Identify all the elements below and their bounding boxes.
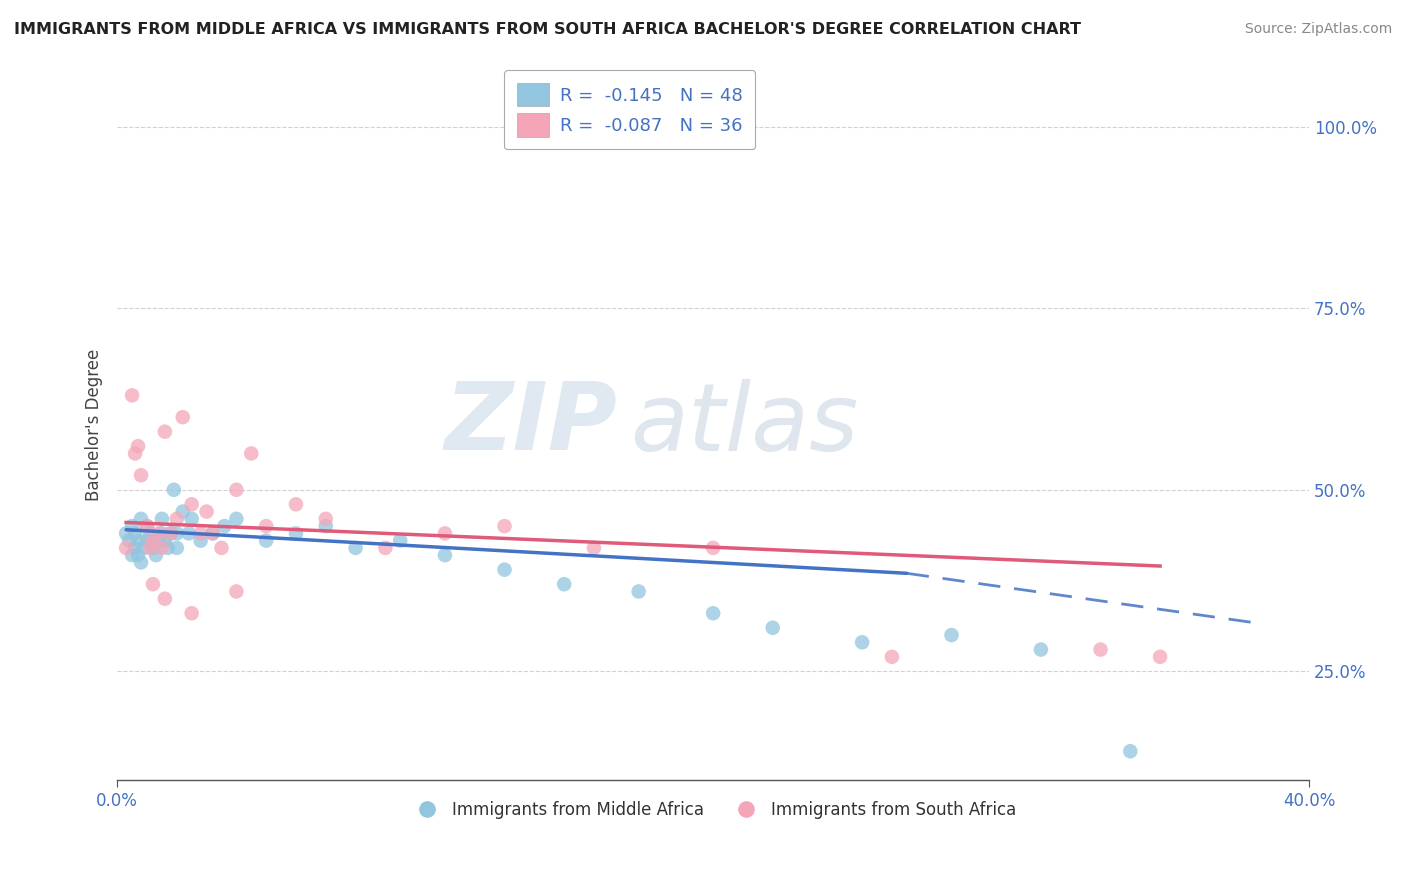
Point — [118, 533, 141, 548]
Point — [201, 526, 224, 541]
Point — [127, 439, 149, 453]
Point — [180, 497, 202, 511]
Point — [139, 541, 162, 555]
Point — [124, 541, 146, 555]
Point — [225, 584, 247, 599]
Point — [702, 541, 724, 555]
Point — [142, 533, 165, 548]
Point — [121, 519, 143, 533]
Point — [142, 541, 165, 555]
Point — [163, 483, 186, 497]
Point — [582, 541, 605, 555]
Text: ZIP: ZIP — [444, 378, 617, 470]
Point — [148, 533, 170, 548]
Point — [627, 584, 650, 599]
Point — [214, 519, 236, 533]
Point — [159, 526, 181, 541]
Text: IMMIGRANTS FROM MIDDLE AFRICA VS IMMIGRANTS FROM SOUTH AFRICA BACHELOR'S DEGREE : IMMIGRANTS FROM MIDDLE AFRICA VS IMMIGRA… — [14, 22, 1081, 37]
Point — [851, 635, 873, 649]
Point — [254, 533, 277, 548]
Point — [150, 541, 173, 555]
Text: atlas: atlas — [630, 379, 858, 470]
Point — [1119, 744, 1142, 758]
Point — [240, 446, 263, 460]
Point — [124, 526, 146, 541]
Y-axis label: Bachelor's Degree: Bachelor's Degree — [86, 348, 103, 500]
Point — [156, 541, 179, 555]
Point — [433, 548, 456, 562]
Point — [132, 541, 155, 555]
Point — [121, 548, 143, 562]
Point — [1090, 642, 1112, 657]
Point — [285, 526, 308, 541]
Point — [1149, 649, 1171, 664]
Point — [315, 512, 337, 526]
Point — [153, 533, 176, 548]
Point — [127, 533, 149, 548]
Text: Source: ZipAtlas.com: Source: ZipAtlas.com — [1244, 22, 1392, 37]
Point — [702, 606, 724, 620]
Point — [150, 512, 173, 526]
Point — [129, 468, 152, 483]
Point — [121, 388, 143, 402]
Point — [115, 541, 138, 555]
Point — [159, 526, 181, 541]
Point — [180, 606, 202, 620]
Point — [285, 497, 308, 511]
Point — [553, 577, 575, 591]
Point — [941, 628, 963, 642]
Point — [225, 483, 247, 497]
Point — [180, 512, 202, 526]
Point — [153, 425, 176, 439]
Point — [166, 541, 188, 555]
Point — [880, 649, 903, 664]
Point — [145, 548, 167, 562]
Point — [254, 519, 277, 533]
Point — [172, 410, 194, 425]
Point — [139, 526, 162, 541]
Point — [127, 548, 149, 562]
Point — [494, 563, 516, 577]
Point — [762, 621, 785, 635]
Point — [190, 533, 212, 548]
Point — [433, 526, 456, 541]
Point — [190, 526, 212, 541]
Point — [148, 526, 170, 541]
Point — [166, 512, 188, 526]
Point — [142, 533, 165, 548]
Point — [195, 505, 218, 519]
Point — [153, 591, 176, 606]
Point — [136, 533, 159, 548]
Point — [142, 577, 165, 591]
Point — [136, 519, 159, 533]
Point — [201, 526, 224, 541]
Point — [177, 526, 200, 541]
Legend: Immigrants from Middle Africa, Immigrants from South Africa: Immigrants from Middle Africa, Immigrant… — [404, 794, 1022, 825]
Point — [129, 512, 152, 526]
Point — [389, 533, 412, 548]
Point — [115, 526, 138, 541]
Point — [374, 541, 396, 555]
Point — [315, 519, 337, 533]
Point — [225, 512, 247, 526]
Point — [129, 556, 152, 570]
Point — [166, 526, 188, 541]
Point — [124, 446, 146, 460]
Point — [344, 541, 367, 555]
Point — [1029, 642, 1052, 657]
Point — [172, 505, 194, 519]
Point — [150, 526, 173, 541]
Point — [211, 541, 233, 555]
Point — [494, 519, 516, 533]
Point — [136, 519, 159, 533]
